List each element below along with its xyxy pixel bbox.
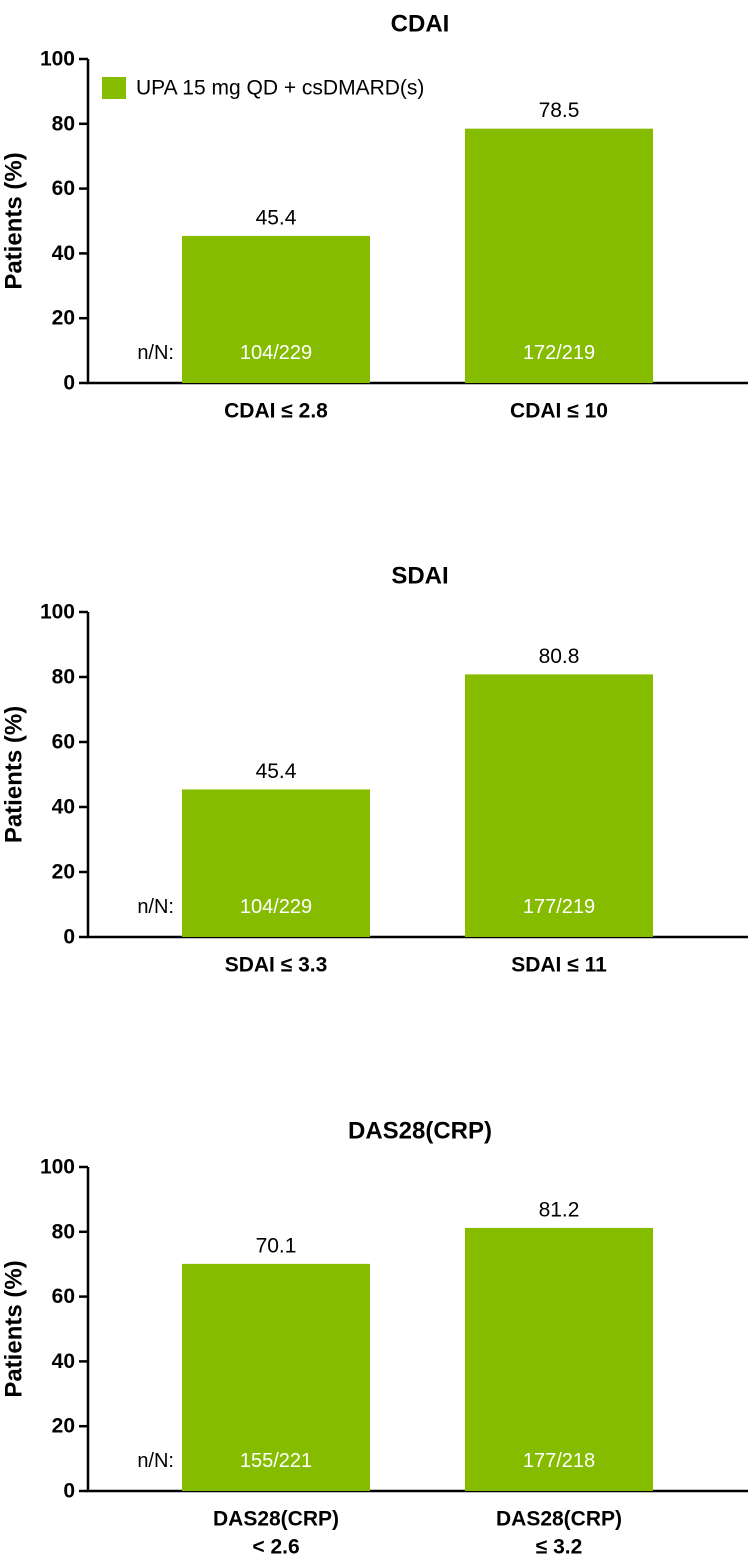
- bar-n-over-n-label: 104/229: [240, 896, 312, 918]
- x-tick-label: SDAI ≤ 11: [511, 954, 607, 977]
- bar-value-label: 78.5: [539, 99, 580, 122]
- y-tick-label: 20: [52, 1415, 75, 1438]
- bar-value-label: 80.8: [539, 645, 580, 668]
- bar: [465, 1227, 653, 1491]
- bar: [182, 1263, 370, 1491]
- chart-title: SDAI: [391, 563, 448, 590]
- y-tick-label: 80: [52, 1220, 75, 1243]
- chart-panel-1: CDAI Patients (%) 0 20 40 60 80 100 45.4 104/229 C…: [1, 11, 748, 423]
- bar-n-over-n-label: 104/229: [240, 342, 312, 364]
- bar-value-label: 45.4: [256, 760, 297, 783]
- y-tick-label: 100: [40, 1156, 75, 1179]
- y-tick-label: 20: [52, 307, 75, 330]
- legend-swatch: [102, 77, 126, 99]
- y-tick-label: 40: [52, 1350, 75, 1373]
- y-tick-label: 80: [52, 112, 75, 135]
- x-tick-label: CDAI ≤ 2.8: [224, 400, 328, 423]
- y-tick-label: 0: [63, 1480, 75, 1503]
- n-over-n-prefix: n/N:: [137, 1450, 174, 1472]
- y-tick-label: 100: [40, 601, 75, 624]
- bar-value-label: 45.4: [256, 206, 297, 229]
- y-tick-label: 20: [52, 861, 75, 884]
- bar: [465, 674, 653, 937]
- y-tick-label: 60: [52, 177, 75, 200]
- y-tick-label: 60: [52, 1285, 75, 1308]
- x-tick-label: CDAI ≤ 10: [510, 400, 608, 423]
- y-axis-label: Patients (%): [1, 152, 28, 289]
- bar-n-over-n-label: 177/218: [523, 1450, 595, 1472]
- bar-value-label: 70.1: [256, 1234, 297, 1257]
- y-tick-label: 0: [63, 926, 75, 949]
- y-axis-label: Patients (%): [1, 1260, 28, 1397]
- chart-panel-2: SDAI Patients (%) 0 20 40 60 80 100 45.4 104/229 S…: [1, 563, 748, 977]
- legend-label: UPA 15 mg QD + csDMARD(s): [136, 77, 424, 100]
- y-tick-label: 80: [52, 666, 75, 689]
- y-tick-label: 0: [63, 372, 75, 395]
- x-tick-label: < 2.6: [252, 1536, 299, 1559]
- chart-panel-3: DAS28(CRP) Patients (%) 0 20 40 60 80 100 70.1 15…: [1, 1118, 748, 1559]
- bar-n-over-n-label: 172/219: [523, 342, 595, 364]
- legend: UPA 15 mg QD + csDMARD(s): [102, 77, 424, 100]
- n-over-n-prefix: n/N:: [137, 896, 174, 918]
- x-tick-label: SDAI ≤ 3.3: [225, 954, 328, 977]
- x-tick-label: DAS28(CRP): [213, 1508, 339, 1531]
- x-tick-label: ≤ 3.2: [536, 1536, 583, 1559]
- chart-title: CDAI: [391, 11, 450, 38]
- y-axis-label: Patients (%): [1, 706, 28, 843]
- y-tick-label: 40: [52, 242, 75, 265]
- y-tick-label: 40: [52, 796, 75, 819]
- y-tick-label: 100: [40, 48, 75, 71]
- bar: [182, 235, 370, 383]
- bar: [182, 789, 370, 937]
- bar-n-over-n-label: 177/219: [523, 896, 595, 918]
- x-tick-label: DAS28(CRP): [496, 1508, 622, 1531]
- n-over-n-prefix: n/N:: [137, 342, 174, 364]
- bar-n-over-n-label: 155/221: [240, 1450, 312, 1472]
- y-tick-label: 60: [52, 731, 75, 754]
- bar: [465, 128, 653, 383]
- chart-title: DAS28(CRP): [348, 1118, 492, 1145]
- bar-value-label: 81.2: [539, 1198, 580, 1221]
